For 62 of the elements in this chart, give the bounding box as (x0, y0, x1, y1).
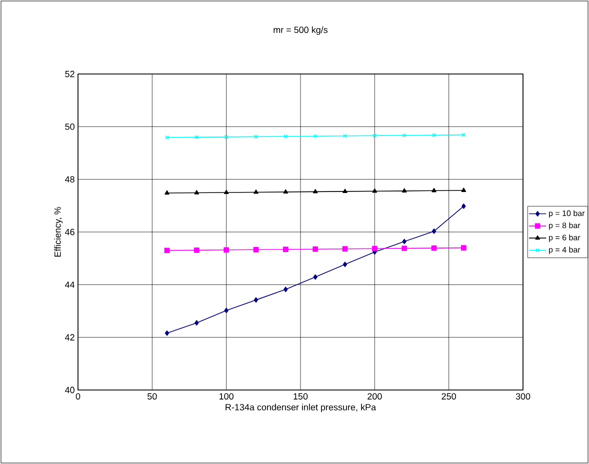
point (460, 245, 466, 250)
point (312, 246, 318, 252)
point (342, 246, 348, 252)
point (402, 246, 408, 252)
point (254, 134, 258, 139)
point (253, 246, 259, 252)
legend-label: p = 10 bar (549, 210, 585, 218)
y-tick-label: 42 (64, 334, 74, 340)
point (462, 203, 466, 209)
legend-label: p = 6 bar (549, 234, 580, 242)
point (313, 134, 318, 138)
point (194, 190, 200, 194)
x-tick-label: 250 (442, 393, 456, 400)
chart-title: mr = 500 kg/s (274, 26, 328, 35)
point (254, 190, 258, 194)
point (224, 190, 229, 194)
point (342, 188, 348, 193)
point (432, 188, 436, 192)
point (164, 330, 170, 336)
point (432, 228, 436, 234)
point (402, 133, 406, 138)
x-tick-label: 200 (368, 393, 382, 400)
y-tick-label: 48 (64, 176, 74, 183)
point (284, 286, 288, 292)
point (372, 246, 378, 252)
point (342, 134, 348, 138)
point (282, 246, 288, 252)
point (372, 188, 378, 193)
point (432, 133, 436, 138)
x-tick-label: 100 (220, 393, 234, 400)
x-tick-label: 0 (76, 393, 80, 400)
x-tick-label: 150 (294, 393, 308, 400)
point (194, 135, 199, 140)
point (224, 134, 228, 139)
y-axis-title: Efficiency, % (54, 206, 63, 257)
point (431, 245, 437, 251)
point (224, 247, 230, 253)
point (254, 297, 258, 303)
x-tick-label: 300 (516, 393, 530, 400)
point (402, 188, 407, 192)
point (194, 247, 200, 253)
x-tick-label: 50 (148, 393, 157, 400)
point (342, 262, 348, 268)
point (372, 134, 377, 138)
y-tick-label: 46 (64, 228, 74, 236)
y-tick-label: 52 (65, 70, 74, 78)
point (312, 189, 318, 194)
point (313, 274, 318, 280)
point (194, 320, 199, 326)
legend-label: p = 4 bar (549, 246, 580, 254)
point (164, 190, 170, 195)
point (284, 134, 288, 138)
point (402, 238, 406, 244)
y-tick-label: 50 (65, 123, 74, 130)
y-tick-label: 40 (64, 386, 74, 394)
point (224, 308, 228, 314)
point (283, 189, 288, 194)
legend-label: p = 8 bar (549, 222, 580, 230)
point (164, 248, 170, 254)
y-tick-label: 44 (64, 282, 75, 288)
point (461, 188, 466, 192)
x-axis-title: R-134a condenser inlet pressure, kPa (226, 404, 376, 412)
